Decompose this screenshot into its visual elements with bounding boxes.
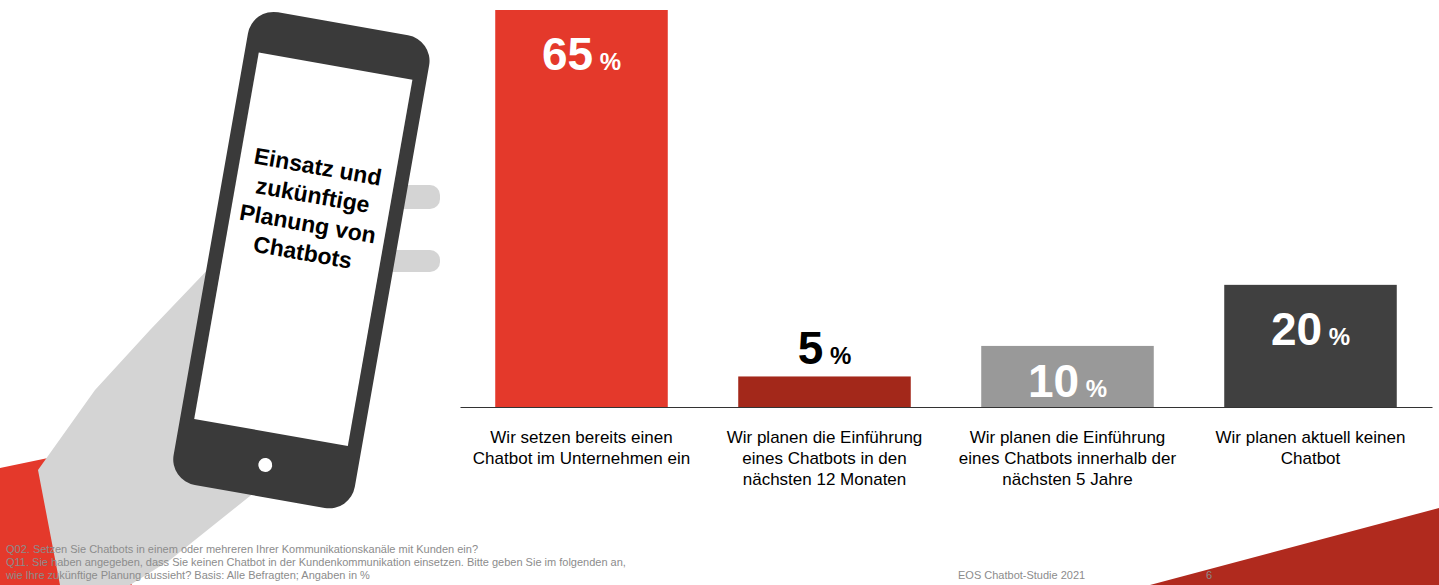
phone-button	[257, 457, 273, 473]
text-line: Wir planen aktuell keinen	[1216, 428, 1406, 447]
tick-label: Wir planen aktuell keinen Chatbot	[1216, 428, 1406, 468]
tick: Wir planen die Einführung eines Chatbots …	[959, 428, 1177, 489]
text-line: Chatbot	[1281, 449, 1341, 468]
label-number: 5	[798, 322, 824, 374]
bar	[738, 376, 911, 407]
footnote: Q02. Setzen Sie Chatbots in einem oder m…	[6, 543, 478, 555]
data-label: 10 %	[1028, 355, 1107, 407]
label-unit: %	[1322, 323, 1350, 350]
footnote: wie Ihre zukünftige Planung aussieht? Ba…	[5, 569, 370, 581]
phone: Einsatz undzukünftigePlanung vonChatbots	[169, 8, 434, 513]
footnote: Q11. Sie haben angegeben, dass Sie keine…	[6, 556, 626, 568]
text-line: nächsten 12 Monaten	[743, 470, 907, 489]
text-line: Chatbots	[251, 231, 354, 274]
data-label: 20 %	[1271, 303, 1350, 355]
data-label: 65 %	[542, 28, 621, 80]
data-labels: 65 %5 %10 %20 %	[542, 28, 1350, 407]
tick-label: Wir planen die Einführung eines Chatbots …	[959, 428, 1177, 489]
tick-label: Wir setzen bereits einen Chatbot im Unter…	[473, 428, 690, 468]
phone-screen	[194, 53, 412, 446]
bar	[495, 10, 668, 407]
text-line: nächsten 5 Jahre	[1002, 470, 1132, 489]
bars	[495, 10, 1397, 407]
tick: Wir planen die Einführung eines Chatbots …	[727, 428, 923, 489]
label-unit: %	[823, 342, 851, 369]
label-unit: %	[1079, 375, 1107, 402]
x-axis: Wir setzen bereits einen Chatbot im Unter…	[461, 408, 1433, 490]
chart: Einsatz undzukünftigePlanung vonChatbots…	[0, 0, 1439, 585]
footer: Q02. Setzen Sie Chatbots in einem oder m…	[5, 543, 1212, 581]
data-label: 5 %	[798, 322, 852, 374]
label-unit: %	[593, 48, 621, 75]
bar	[1224, 285, 1397, 407]
phone-body	[169, 8, 434, 513]
corner-stripe	[1150, 508, 1439, 585]
source: EOS Chatbot-Studie 2021	[958, 569, 1085, 581]
text-line: Wir setzen bereits einen	[490, 428, 672, 447]
tick: Wir setzen bereits einen Chatbot im Unter…	[473, 428, 690, 468]
page-number: 6	[1206, 569, 1212, 581]
text-line: Wir planen die Einführung	[727, 428, 923, 447]
bar	[981, 346, 1154, 407]
text-line: eines Chatbots innerhalb der	[959, 449, 1177, 468]
text-line: Chatbot im Unternehmen ein	[473, 449, 690, 468]
tick: Wir planen aktuell keinen Chatbot	[1216, 428, 1406, 468]
text-line: Wir planen die Einführung	[970, 428, 1166, 447]
label-number: 10	[1028, 355, 1079, 407]
tick-label: Wir planen die Einführung eines Chatbots …	[727, 428, 923, 489]
baseline	[461, 407, 1433, 408]
text-line: eines Chatbots in den	[742, 449, 906, 468]
title: Einsatz undzukünftigePlanung vonChatbots	[233, 142, 389, 277]
label-number: 65	[542, 28, 593, 80]
label-number: 20	[1271, 303, 1322, 355]
